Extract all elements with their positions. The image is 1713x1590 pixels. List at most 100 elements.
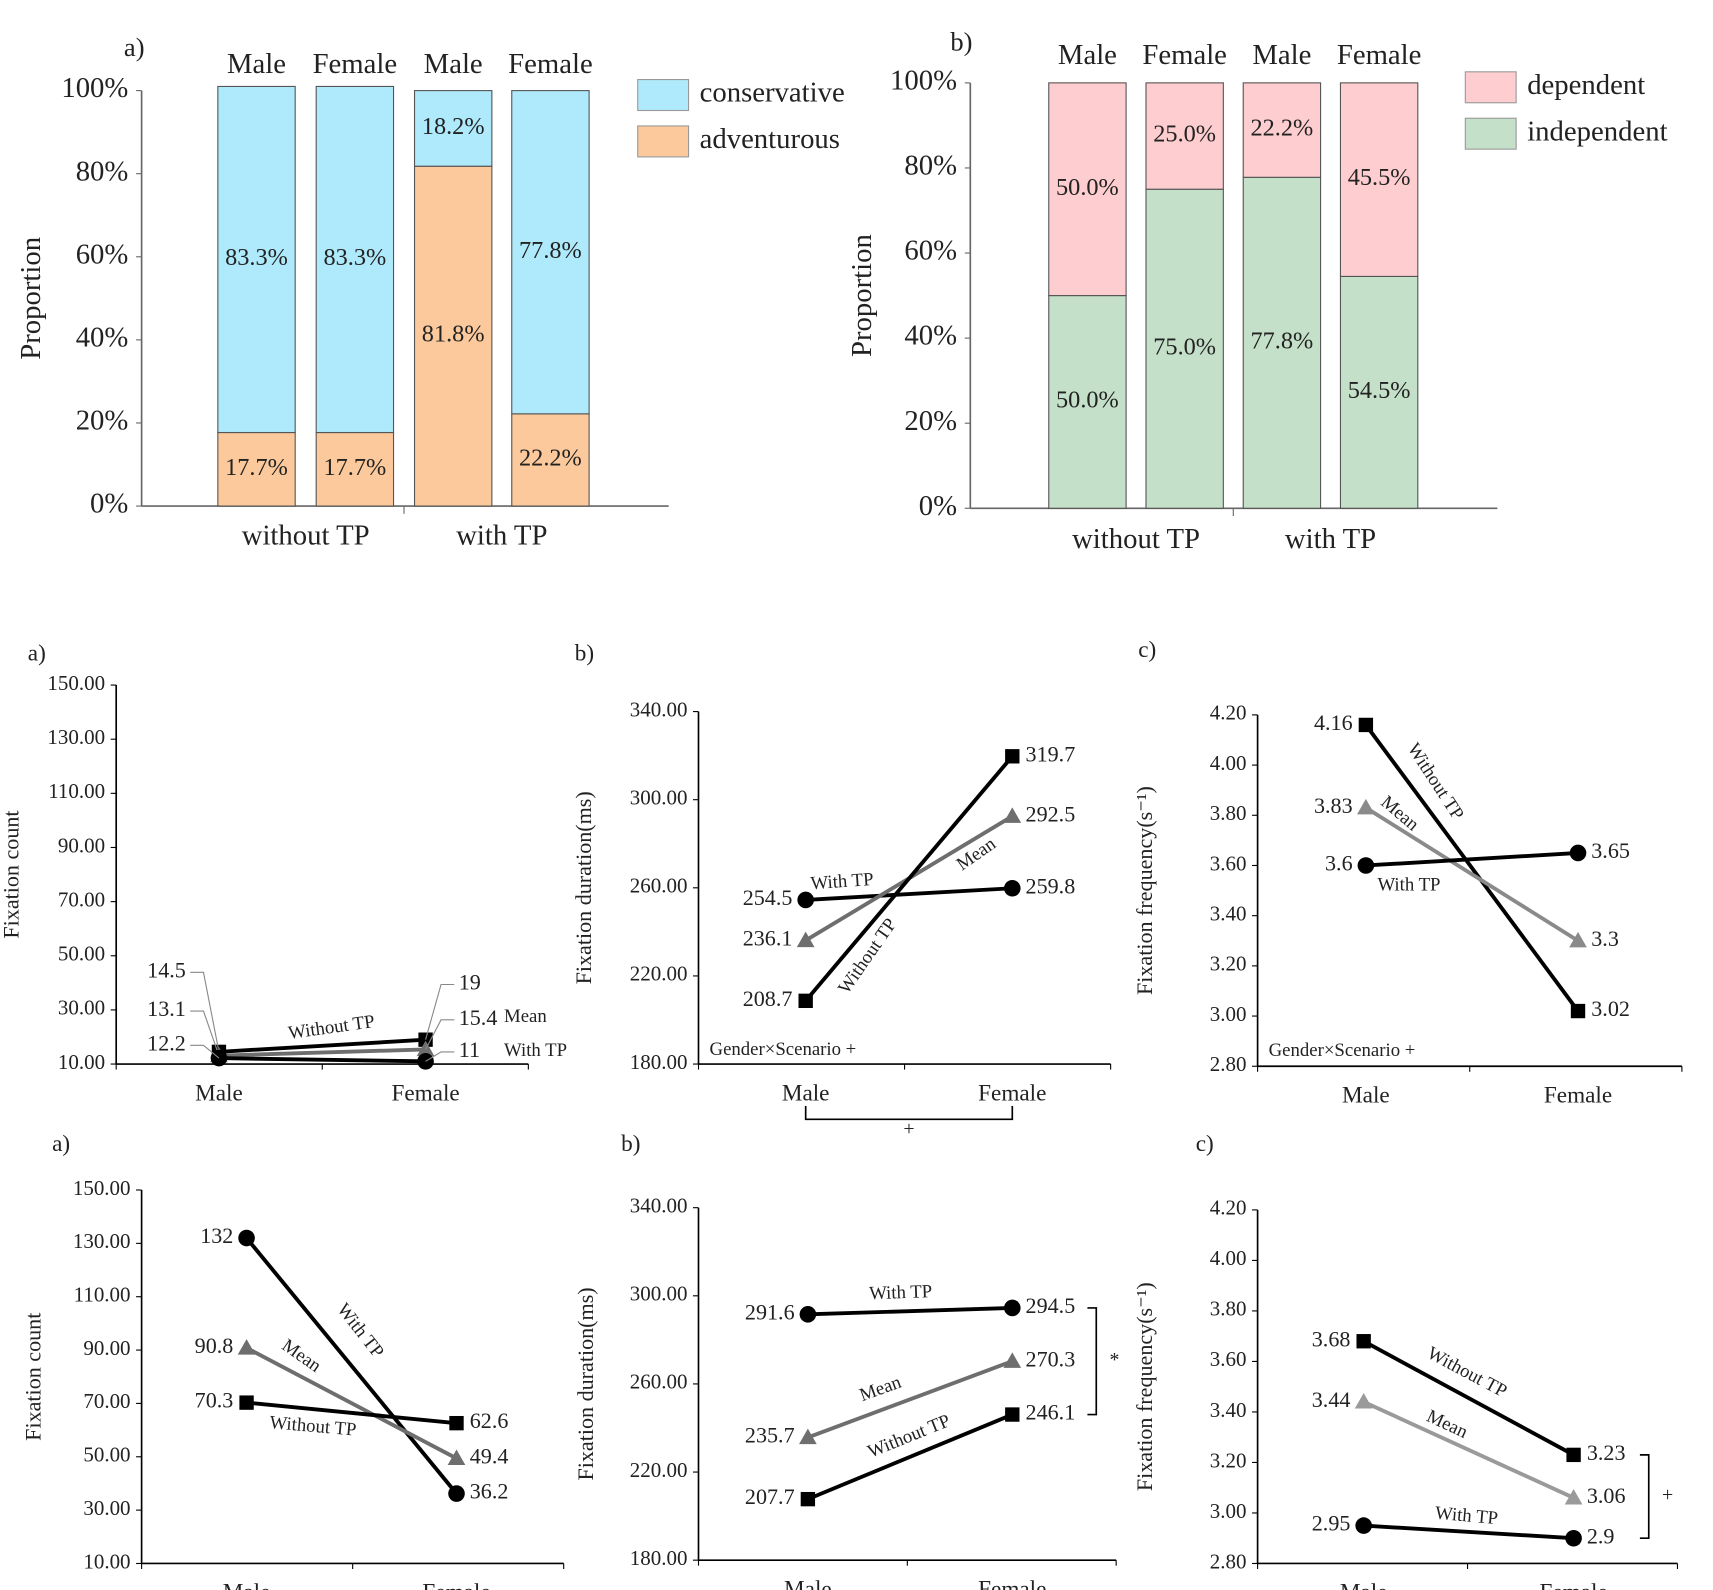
y-tick-label: 70.00: [83, 1389, 130, 1413]
series-line: [1362, 1400, 1575, 1500]
marker: [239, 1395, 254, 1410]
series-line: [804, 755, 1014, 1003]
value-label: 50.0%: [1056, 174, 1119, 201]
leader-line: [190, 1010, 220, 1056]
bracket-label: +: [1662, 1484, 1673, 1506]
bar-segment: [1048, 295, 1127, 509]
category-label: Female: [978, 1080, 1046, 1106]
series-name: Mean: [504, 1006, 547, 1027]
marker: [1357, 798, 1375, 815]
panel-label: a): [124, 32, 145, 62]
value-label: 77.8%: [1251, 327, 1314, 354]
panel-label: b): [950, 26, 972, 56]
series-line: [1364, 723, 1580, 1013]
marker: [447, 1449, 466, 1466]
y-tick-label: 50.00: [58, 942, 105, 966]
bracket: [1087, 1307, 1098, 1416]
bracket-label: +: [903, 1118, 914, 1140]
marker: [796, 931, 815, 948]
y-tick-label: 3.60: [1210, 1347, 1247, 1371]
panel-label: a): [52, 1131, 70, 1157]
y-tick-label: 130.00: [47, 725, 105, 749]
marker: [799, 1306, 817, 1323]
y-tick-label: 80%: [76, 155, 129, 187]
value-label: 25.0%: [1153, 121, 1216, 148]
data-label: 319.7: [1026, 741, 1076, 766]
category-label: Male: [1058, 39, 1117, 71]
bar-segment: [511, 413, 590, 507]
series-name: Without TP: [287, 1011, 376, 1044]
y-tick-label: 4.20: [1210, 1196, 1247, 1220]
data-label: 36.2: [470, 1479, 509, 1504]
y-axis-label: Fixation count: [21, 1313, 46, 1441]
data-label: 12.2: [147, 1030, 186, 1055]
category-label: Male: [195, 1080, 243, 1106]
legend-swatch: [1464, 71, 1517, 104]
y-tick-label: 80%: [904, 150, 957, 182]
bar-segment: [1145, 188, 1224, 509]
series-name: With TP: [1434, 1503, 1499, 1529]
y-tick-label: 180.00: [630, 1546, 688, 1570]
data-label: 235.7: [745, 1423, 795, 1448]
marker: [798, 993, 813, 1009]
y-tick-label: 3.40: [1210, 1398, 1247, 1422]
y-tick-label: 220.00: [630, 962, 688, 986]
value-label: 22.2%: [1251, 115, 1314, 142]
category-label: Female: [1142, 39, 1227, 71]
data-label: 62.6: [470, 1408, 509, 1433]
value-label: 18.2%: [422, 113, 485, 140]
category-label: Male: [782, 1080, 830, 1106]
y-axis-label: Proportion: [846, 234, 878, 357]
data-label: 90.8: [195, 1333, 234, 1358]
data-label: 70.3: [195, 1388, 234, 1413]
category-label: Female: [978, 1576, 1046, 1590]
series-line: [807, 1412, 1014, 1501]
data-label: 14.5: [147, 957, 186, 982]
series-name: Without TP: [269, 1412, 358, 1441]
leader-line: [190, 1044, 220, 1059]
data-label: 4.16: [1314, 710, 1353, 735]
bar-segment: [315, 85, 395, 434]
legend-swatch: [637, 125, 690, 158]
bar-segment: [217, 431, 296, 507]
marker: [1354, 1393, 1373, 1409]
data-label: 3.3: [1591, 926, 1619, 951]
y-tick-label: 30.00: [58, 996, 105, 1020]
y-tick-label: 0%: [90, 488, 128, 520]
panel-label: b): [621, 1131, 640, 1157]
marker: [417, 1053, 434, 1070]
bar-segment: [413, 165, 493, 507]
data-label: 246.1: [1026, 1400, 1076, 1425]
category-label: Female: [1544, 1083, 1612, 1109]
series-line: [246, 1400, 457, 1426]
category-label: Male: [784, 1576, 832, 1590]
data-label: 2.95: [1312, 1511, 1351, 1536]
data-label: 3.6: [1325, 851, 1353, 876]
data-label: 3.02: [1591, 996, 1630, 1021]
y-tick-label: 50.00: [83, 1443, 130, 1467]
marker: [1004, 879, 1021, 897]
marker: [1356, 1334, 1371, 1349]
value-label: 54.5%: [1348, 377, 1411, 404]
y-tick-label: 3.00: [1210, 1499, 1247, 1523]
y-axis-label: Fixation frequency(s⁻¹): [1132, 1282, 1157, 1491]
y-tick-label: 340.00: [630, 697, 688, 721]
y-tick-label: 20%: [904, 405, 957, 437]
bar-segment: [1339, 275, 1419, 509]
bar-segment: [217, 85, 296, 434]
category-label: Female: [422, 1580, 490, 1590]
y-tick-label: 150.00: [73, 1176, 131, 1200]
series-name: With TP: [504, 1040, 567, 1061]
y-tick-label: 260.00: [630, 1370, 688, 1394]
y-tick-label: 340.00: [630, 1194, 688, 1218]
y-tick-label: 4.20: [1210, 701, 1247, 725]
marker: [1003, 807, 1022, 823]
series-line: [218, 1047, 426, 1058]
y-axis-label: Proportion: [15, 237, 47, 360]
series-name: Mean: [278, 1335, 326, 1377]
marker: [448, 1485, 465, 1502]
series-line: [1362, 1339, 1575, 1457]
group-label: without TP: [242, 520, 370, 552]
y-tick-label: 60%: [904, 235, 957, 267]
